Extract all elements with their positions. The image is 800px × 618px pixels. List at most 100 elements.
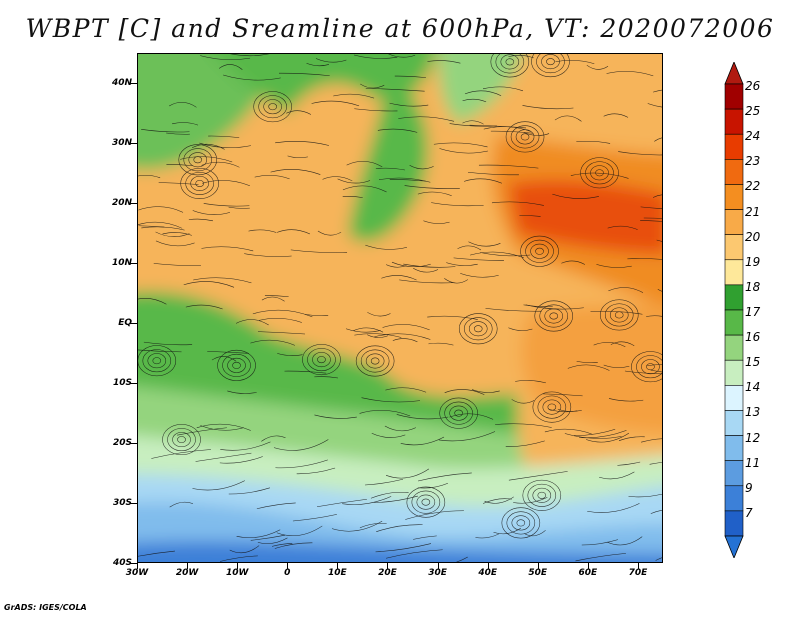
streamline xyxy=(236,529,281,538)
lon-label: 70E xyxy=(628,568,648,578)
streamline xyxy=(405,510,464,520)
streamline xyxy=(570,172,629,179)
streamline xyxy=(385,549,443,559)
streamline xyxy=(185,304,223,310)
streamline-eddy xyxy=(312,352,331,368)
streamline xyxy=(555,60,595,64)
lat-tick xyxy=(130,203,137,204)
lat-tick xyxy=(130,383,137,384)
streamline xyxy=(370,491,409,499)
streamline xyxy=(223,74,281,81)
streamline xyxy=(306,63,330,67)
lat-tick xyxy=(130,83,137,84)
streamline xyxy=(576,141,611,144)
streamline xyxy=(228,487,270,495)
streamline xyxy=(261,296,285,302)
streamline xyxy=(482,86,524,92)
streamline xyxy=(264,295,289,298)
streamline xyxy=(342,496,392,505)
lon-tick xyxy=(337,563,339,569)
colorbar-label: 9 xyxy=(745,480,753,495)
streamline-eddy xyxy=(525,239,554,263)
streamline xyxy=(586,64,609,70)
colorbar-label: 12 xyxy=(745,430,761,445)
streamline xyxy=(417,472,472,482)
streamline xyxy=(188,218,213,222)
lon-tick xyxy=(137,563,138,569)
streamline-eddy xyxy=(232,361,241,369)
streamline-eddy xyxy=(544,308,564,324)
streamline-eddy xyxy=(473,325,483,333)
streamline xyxy=(193,277,252,284)
streamline xyxy=(431,202,484,207)
colorbar-label: 17 xyxy=(745,305,761,319)
streamline xyxy=(475,533,500,539)
streamline xyxy=(439,148,488,154)
lat-label: 30N xyxy=(111,138,132,148)
streamline xyxy=(579,430,627,439)
streamline xyxy=(219,555,258,562)
streamline xyxy=(618,436,645,441)
colorbar-swatch xyxy=(724,510,744,537)
streamline xyxy=(471,389,500,393)
streamline xyxy=(353,327,384,333)
streamline xyxy=(655,557,662,561)
lon-label: 20E xyxy=(378,568,397,578)
streamline xyxy=(286,110,312,115)
streamline-eddy xyxy=(152,357,162,365)
streamline-eddy xyxy=(505,58,515,66)
streamline xyxy=(640,220,662,222)
streamline xyxy=(199,142,251,148)
streamline xyxy=(511,399,535,404)
streamline-eddy xyxy=(534,300,574,332)
streamline xyxy=(276,525,323,536)
streamline xyxy=(261,435,286,442)
streamline xyxy=(141,129,190,133)
streamline-eddy xyxy=(463,317,493,341)
colorbar-swatch xyxy=(724,385,744,411)
streamline xyxy=(462,120,484,125)
streamline xyxy=(138,206,184,213)
streamline xyxy=(478,164,539,169)
streamline-eddy xyxy=(268,103,277,111)
lat-tick xyxy=(130,323,137,324)
streamline xyxy=(220,441,271,451)
streamline-eddy xyxy=(614,311,624,319)
streamline xyxy=(385,468,430,479)
streamline xyxy=(311,100,360,107)
colorbar-swatch xyxy=(724,108,744,135)
streamline xyxy=(377,128,418,133)
streamline-eddy xyxy=(590,165,609,181)
streamline xyxy=(607,225,638,230)
streamline xyxy=(446,262,478,266)
streamline-eddy xyxy=(439,397,478,429)
streamline xyxy=(544,428,593,435)
streamline xyxy=(360,83,385,89)
streamline xyxy=(166,132,190,135)
streamline xyxy=(195,452,252,462)
streamline-eddy xyxy=(531,54,570,78)
streamline xyxy=(627,258,662,260)
streamline xyxy=(427,315,478,320)
lon-tick xyxy=(487,563,489,569)
streamline-eddy xyxy=(468,321,488,337)
lon-label: 30E xyxy=(428,568,447,578)
streamline xyxy=(284,370,327,374)
streamline xyxy=(314,376,339,379)
streamline xyxy=(467,171,519,176)
streamline-eddy xyxy=(537,491,547,499)
streamline xyxy=(564,433,622,439)
streamline-eddy xyxy=(416,494,436,510)
streamline xyxy=(155,240,195,247)
streamline xyxy=(413,535,437,540)
streamline xyxy=(250,534,286,541)
colorbar-label: 19 xyxy=(745,254,761,269)
streamline-eddy xyxy=(147,353,167,369)
streamline xyxy=(557,408,582,412)
streamline xyxy=(603,364,630,368)
streamline xyxy=(342,196,363,198)
streamline-eddy xyxy=(599,299,639,331)
streamline xyxy=(256,502,296,510)
streamline xyxy=(367,312,391,317)
streamline xyxy=(491,201,544,206)
